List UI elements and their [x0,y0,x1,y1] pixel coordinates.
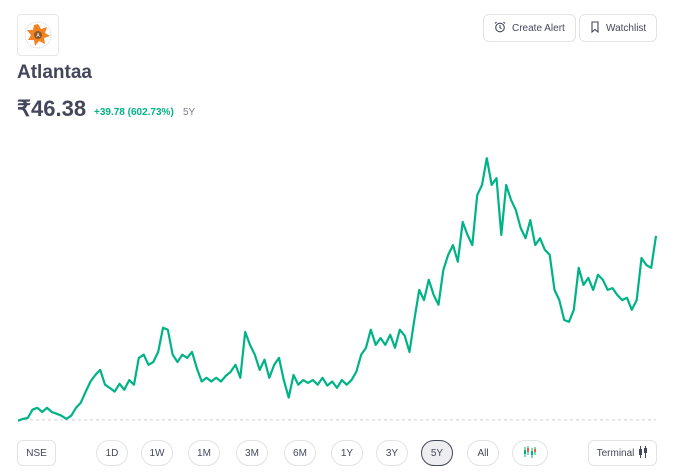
range-button-6m[interactable]: 6M [284,440,316,466]
candlestick-icon [523,445,537,462]
stock-name: Atlantaa [17,62,92,83]
price-line [17,157,658,422]
range-button-1y[interactable]: 1Y [331,440,363,466]
range-button-all[interactable]: All [467,440,499,466]
alarm-clock-icon [494,21,506,36]
create-alert-button[interactable]: Create Alert [483,14,576,42]
price-chart[interactable] [0,130,683,430]
exchange-button[interactable]: NSE [17,440,56,466]
bookmark-icon [590,20,600,36]
range-button-1d[interactable]: 1D [96,440,128,466]
company-logo: A [17,14,59,56]
range-button-5y[interactable]: 5Y [421,440,453,466]
price-change: +39.78 (602.73%) [94,107,174,118]
candle-icon [638,445,648,461]
candlestick-toggle[interactable] [512,440,548,466]
range-button-3y[interactable]: 3Y [376,440,408,466]
range-button-1w[interactable]: 1W [141,440,173,466]
change-period: 5Y [183,107,196,118]
create-alert-label: Create Alert [512,22,565,34]
range-button-3m[interactable]: 3M [236,440,268,466]
watchlist-button[interactable]: Watchlist [579,14,658,42]
watchlist-label: Watchlist [606,22,647,34]
stock-price: ₹46.38 [17,96,87,121]
range-button-1m[interactable]: 1M [188,440,220,466]
terminal-button[interactable]: Terminal [588,440,657,466]
terminal-label: Terminal [596,447,635,459]
svg-text:A: A [36,33,40,39]
